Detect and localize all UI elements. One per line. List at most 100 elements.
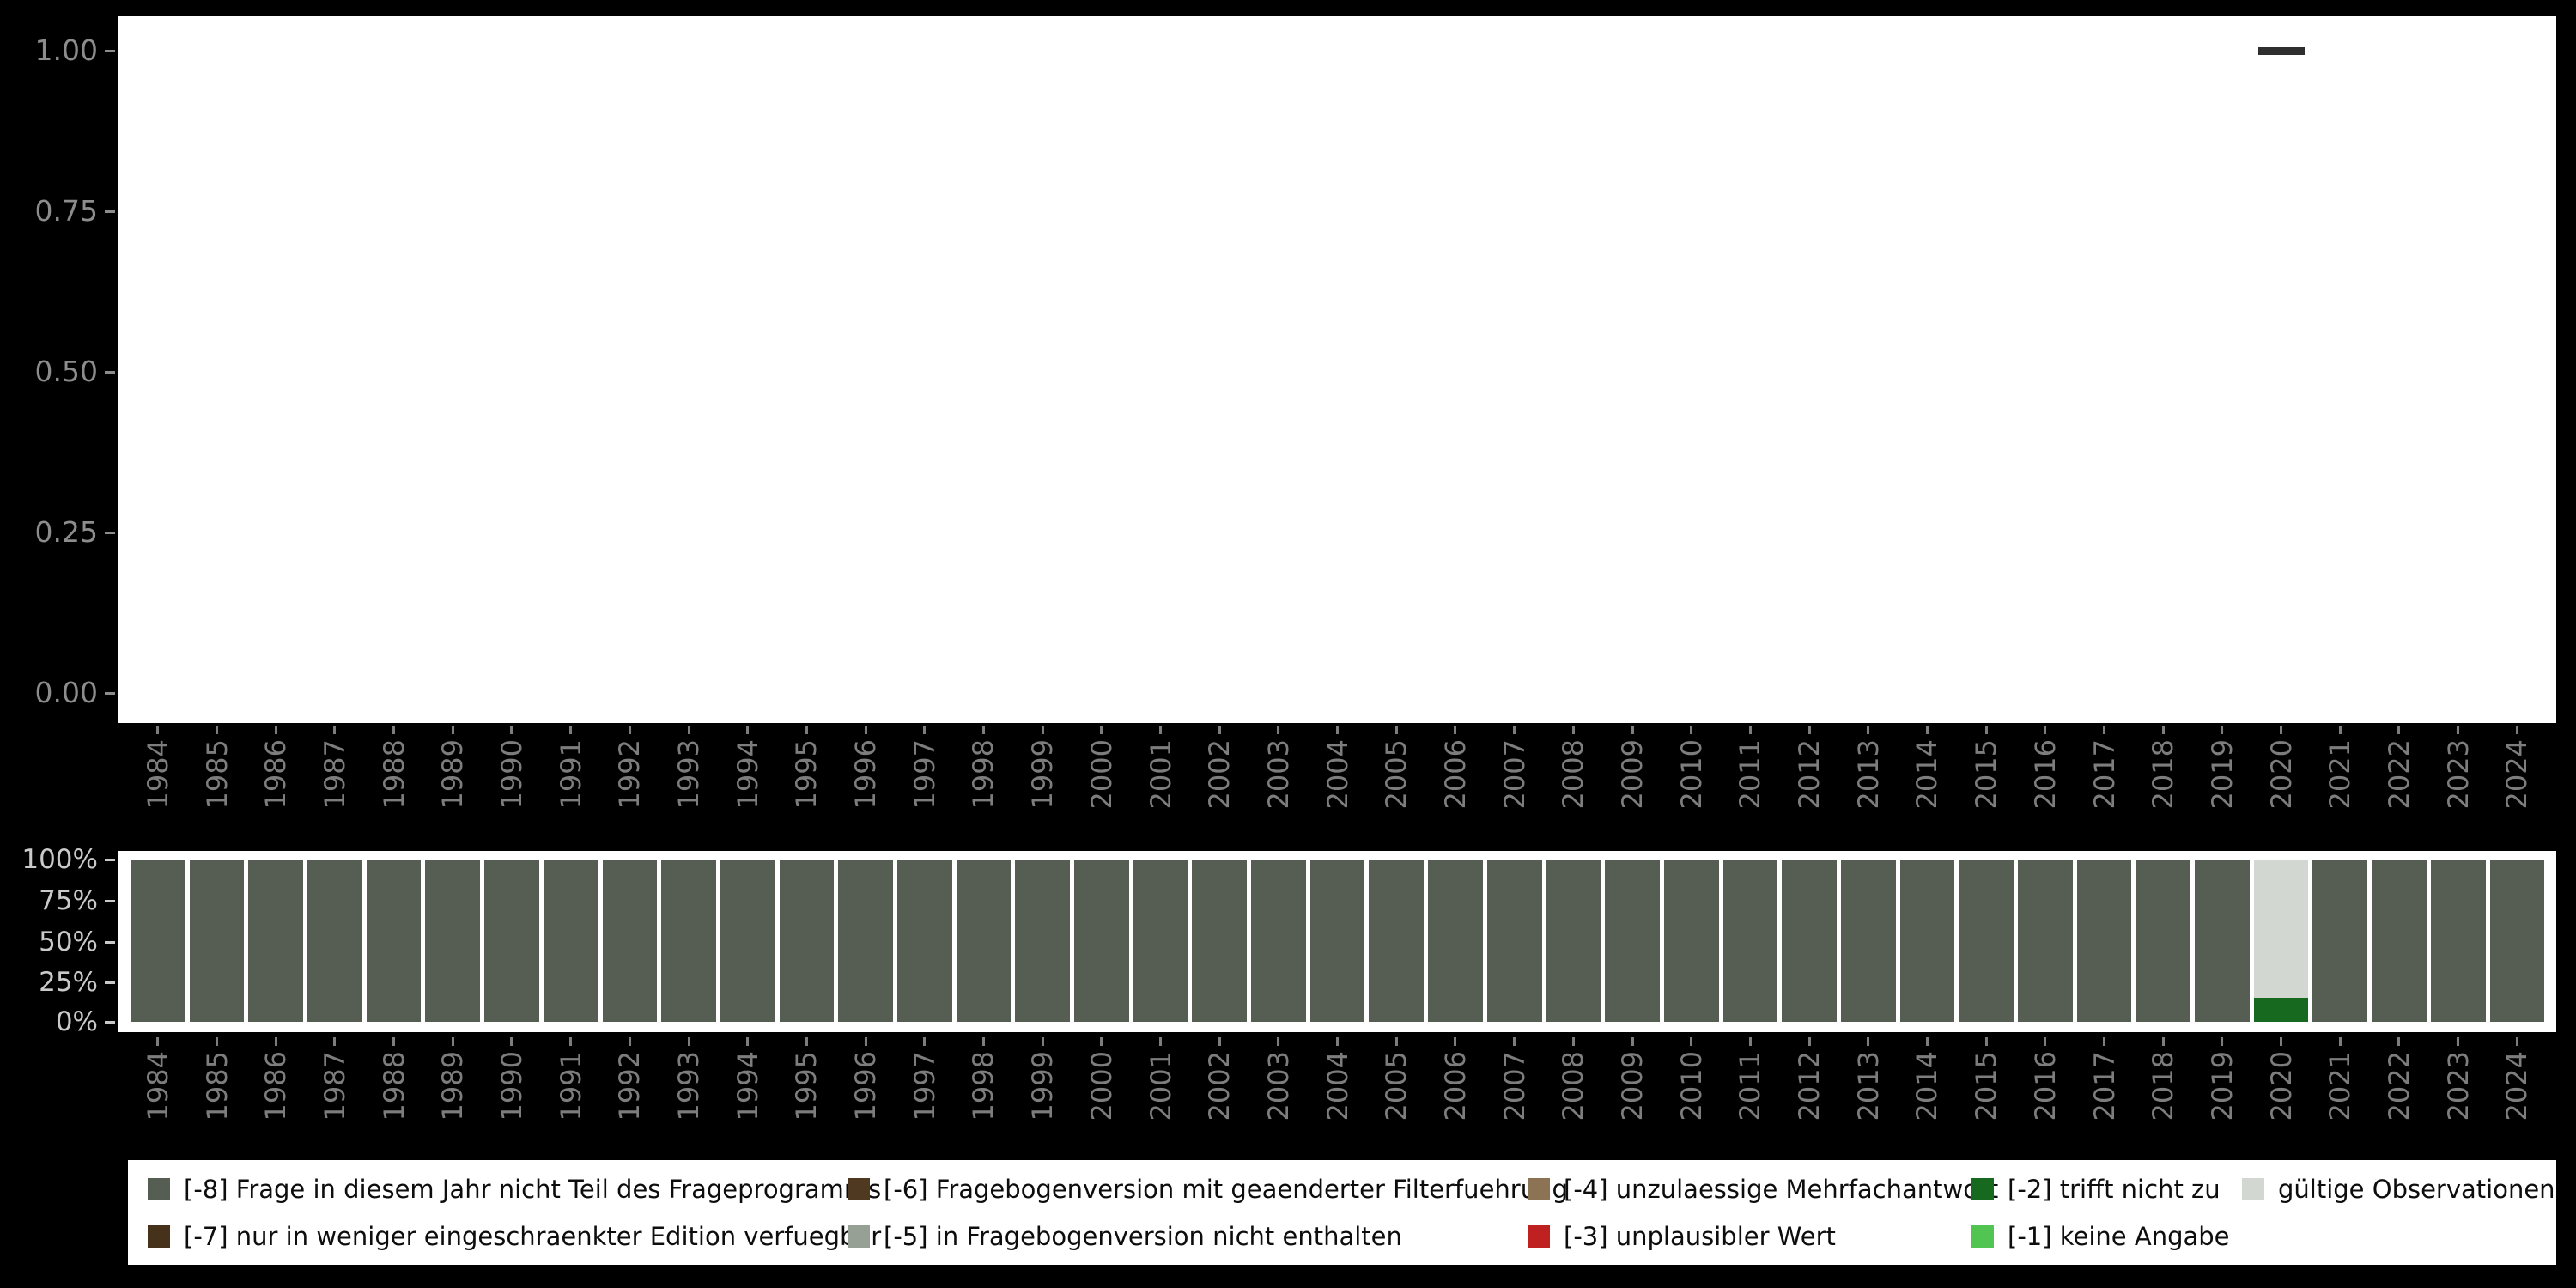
legend-label: [-5] in Fragebogenversion nicht enthalte… — [884, 1221, 1402, 1251]
plot-column — [1723, 16, 1778, 723]
year-tick-label: 1988 — [377, 739, 410, 810]
x-tick-mark — [687, 726, 690, 734]
year-tick-label: 1985 — [200, 739, 234, 810]
year-tick-label: 2018 — [2147, 739, 2180, 810]
x-tick-mark — [451, 1037, 454, 1046]
x-tick-mark — [1984, 1037, 1988, 1046]
year-tick: 1989 — [425, 726, 480, 884]
legend-label: [-6] Fragebogenversion mit geaenderter F… — [884, 1174, 1568, 1204]
year-tick: 1988 — [367, 1037, 422, 1196]
plot-column — [661, 16, 716, 723]
stacked-bar-1987 — [307, 860, 362, 1022]
x-tick-mark — [1336, 1037, 1340, 1046]
year-tick: 1993 — [661, 726, 716, 884]
year-tick: 1998 — [957, 726, 1012, 884]
plot-column — [1664, 16, 1719, 723]
year-tick-label: 2018 — [2147, 1051, 2180, 1121]
x-tick-mark — [2457, 1037, 2460, 1046]
year-tick-label: 1995 — [790, 1051, 823, 1121]
year-tick: 2012 — [1782, 726, 1837, 884]
year-tick: 2024 — [2490, 726, 2545, 884]
year-tick: 1986 — [248, 1037, 303, 1196]
year-tick: 1993 — [661, 1037, 716, 1196]
plot-column — [248, 16, 303, 723]
year-tick: 1989 — [425, 1037, 480, 1196]
x-tick-mark — [981, 1037, 985, 1046]
bar-segment — [1486, 860, 1542, 1022]
stacked-bar-1985 — [189, 860, 245, 1022]
x-tick-mark — [2280, 726, 2283, 734]
x-tick-mark — [864, 726, 867, 734]
x-tick-mark — [805, 726, 808, 734]
plot-column — [2136, 16, 2190, 723]
year-tick-label: 2019 — [2205, 1051, 2239, 1121]
stacked-bar-1995 — [779, 860, 835, 1022]
plot-column — [897, 16, 952, 723]
x-tick-mark — [1159, 1037, 1163, 1046]
plot-column — [1605, 16, 1660, 723]
stacked-bar-1991 — [543, 860, 598, 1022]
stacked-bar-2019 — [2195, 860, 2250, 1022]
bar-segment — [2430, 860, 2486, 1022]
year-tick-label: 2014 — [1911, 1051, 1944, 1121]
bar-segment — [189, 860, 245, 1022]
year-tick-label: 1985 — [200, 1051, 234, 1121]
year-tick-label: 2003 — [1261, 1051, 1295, 1121]
y-tick-mark — [105, 941, 115, 944]
bar-segment — [425, 860, 481, 1022]
x-tick-mark — [510, 726, 513, 734]
stacked-bar-1992 — [602, 860, 658, 1022]
year-tick: 2003 — [1251, 726, 1306, 884]
year-tick: 1987 — [307, 1037, 362, 1196]
year-tick: 2008 — [1546, 726, 1601, 884]
stacked-bar-2011 — [1722, 860, 1778, 1022]
bar-segment — [1782, 860, 1837, 1022]
year-tick-label: 2005 — [1380, 1051, 1413, 1121]
year-tick: 2000 — [1074, 726, 1129, 884]
x-tick-mark — [1100, 726, 1103, 734]
year-tick: 2016 — [2018, 726, 2073, 884]
legend-item: [-8] Frage in diesem Jahr nicht Teil des… — [148, 1175, 881, 1204]
year-tick: 1994 — [720, 726, 775, 884]
year-tick-label: 2010 — [1674, 739, 1708, 810]
year-tick-label: 2012 — [1793, 739, 1826, 810]
plot-column — [603, 16, 658, 723]
year-tick-label: 1987 — [318, 1051, 351, 1121]
legend-swatch — [1971, 1177, 1994, 1200]
x-tick-mark — [2221, 1037, 2224, 1046]
bar-segment — [131, 860, 185, 1022]
legend-label: [-7] nur in weniger eingeschraenkter Edi… — [184, 1221, 882, 1251]
year-tick: 2024 — [2490, 1037, 2545, 1196]
plot-column — [367, 16, 422, 723]
year-tick-label: 1999 — [1026, 1051, 1060, 1121]
x-axis-years-top: 1984 1985 1986 1987 1988 1989 1990 1991 1992 1993… — [118, 726, 2556, 884]
x-tick-mark — [2397, 1037, 2401, 1046]
year-tick: 2014 — [1900, 1037, 1955, 1196]
year-tick: 2002 — [1192, 726, 1247, 884]
year-tick: 2000 — [1074, 1037, 1129, 1196]
x-tick-mark — [1807, 726, 1811, 734]
plot-column — [484, 16, 539, 723]
plot-column — [780, 16, 835, 723]
x-tick-mark — [2338, 726, 2342, 734]
plot-column — [190, 16, 245, 723]
bar-segment — [366, 860, 422, 1022]
x-tick-mark — [2161, 726, 2165, 734]
year-tick-label: 2017 — [2087, 1051, 2121, 1121]
bar-segment — [956, 860, 1012, 1022]
stacked-bar-2009 — [1605, 860, 1660, 1022]
mean-plot-area — [131, 16, 2544, 723]
plot-column — [2490, 16, 2545, 723]
stacked-bar-2023 — [2430, 860, 2486, 1022]
bar-segment — [602, 860, 658, 1022]
x-tick-mark — [1454, 726, 1457, 734]
year-tick-label: 2006 — [1438, 1051, 1472, 1121]
x-tick-mark — [923, 1037, 927, 1046]
x-tick-mark — [1513, 1037, 1516, 1046]
year-tick-label: 1999 — [1026, 739, 1060, 810]
bar-segment — [1428, 860, 1483, 1022]
x-tick-mark — [1748, 1037, 1752, 1046]
stacked-bar-1998 — [956, 860, 1012, 1022]
year-tick: 1995 — [780, 1037, 835, 1196]
plot-column — [720, 16, 775, 723]
